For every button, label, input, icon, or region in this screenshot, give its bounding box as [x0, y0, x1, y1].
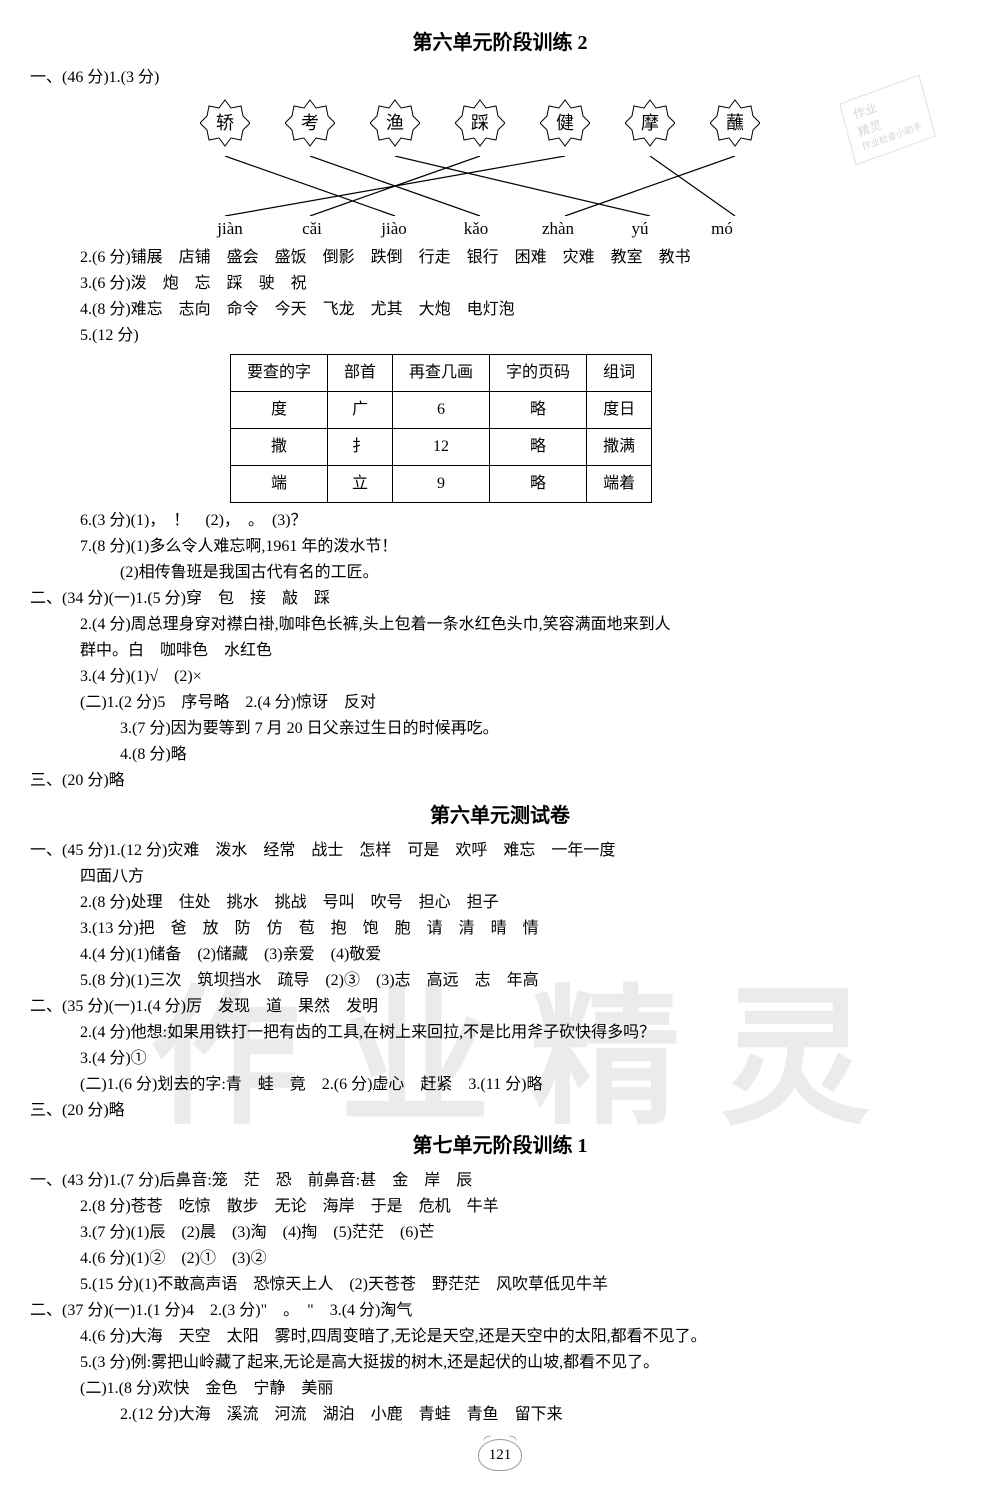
table-cell: 立 — [328, 465, 393, 502]
s1-header: 一、(46 分)1.(3 分) — [30, 66, 970, 90]
section1-title: 第六单元阶段训练 2 — [30, 28, 970, 58]
pinyin-label: zhàn — [533, 216, 583, 242]
s3-p2-b1: (二)1.(8 分)欢快 金色 宁静 美丽 — [30, 1377, 970, 1401]
s2-p3: 三、(20 分)略 — [30, 1099, 970, 1123]
s2-p2-3: 3.(4 分)① — [30, 1047, 970, 1071]
pinyin-label: yú — [615, 216, 665, 242]
star-node: 渔 — [370, 98, 420, 148]
table-cell: 9 — [393, 465, 490, 502]
s1-p2-b4: 4.(8 分)略 — [30, 743, 970, 767]
s2-p1-2: 2.(8 分)处理 住处 挑水 挑战 号叫 吹号 担心 担子 — [30, 891, 970, 915]
section2-title: 第六单元测试卷 — [30, 801, 970, 831]
s1-p2-b3: 3.(7 分)因为要等到 7 月 20 日父亲过生日的时候再吃。 — [30, 717, 970, 741]
table-cell: 端 — [231, 465, 328, 502]
s1-l5: 5.(12 分) — [30, 324, 970, 348]
s1-p2-3: 3.(4 分)(1)√ (2)× — [30, 665, 970, 689]
table-cell: 略 — [490, 465, 587, 502]
star-node: 健 — [540, 98, 590, 148]
pinyin-label: mó — [697, 216, 747, 242]
table-cell: 端着 — [587, 465, 652, 502]
s2-p1-3: 3.(13 分)把 爸 放 防 仿 苞 抱 饱 胞 请 清 晴 情 — [30, 917, 970, 941]
table-cell: 略 — [490, 428, 587, 465]
table-header: 再查几画 — [393, 354, 490, 391]
s3-p2-b2: 2.(12 分)大海 溪流 河流 湖泊 小鹿 青蛙 青鱼 留下来 — [30, 1403, 970, 1427]
s1-p2-header: 二、(34 分)(一)1.(5 分)穿 包 接 敲 踩 — [30, 587, 970, 611]
pinyin-label: jiào — [369, 216, 419, 242]
pinyin-row: jiàn cǎi jiào kǎo zhàn yú mó — [30, 216, 970, 242]
pinyin-label: kǎo — [451, 216, 501, 242]
s2-p2-b: (二)1.(6 分)划去的字:青 蛙 竟 2.(6 分)虚心 赶紧 3.(11 … — [30, 1073, 970, 1097]
s1-p2-2a: 2.(4 分)周总理身穿对襟白褂,咖啡色长裤,头上包着一条水红色头巾,笑容满面地… — [30, 613, 970, 637]
s3-p2-5: 5.(3 分)例:雾把山岭藏了起来,无论是高大挺拔的树木,还是起伏的山坡,都看不… — [30, 1351, 970, 1375]
s1-p2-b1: (二)1.(2 分)5 序号略 2.(4 分)惊讶 反对 — [30, 691, 970, 715]
pinyin-label: cǎi — [287, 216, 337, 242]
s1-l7b: (2)相传鲁班是我国古代有名的工匠。 — [30, 561, 970, 585]
s1-l2: 2.(6 分)铺展 店铺 盛会 盛饭 倒影 跌倒 行走 银行 困难 灾难 教室 … — [30, 246, 970, 270]
s2-p2-2: 2.(4 分)他想:如果用铁打一把有齿的工具,在树上来回拉,不是比用斧子砍快得多… — [30, 1021, 970, 1045]
star-node: 考 — [285, 98, 335, 148]
table-header: 字的页码 — [490, 354, 587, 391]
star-node: 摩 — [625, 98, 675, 148]
s1-l7a: 7.(8 分)(1)多么令人难忘啊,1961 年的泼水节！ — [30, 535, 970, 559]
lookup-table: 要查的字部首再查几画字的页码组词度广6略度日撒扌12略撒满端立9略端着 — [230, 354, 652, 503]
s2-p1-5: 5.(8 分)(1)三次 筑坝挡水 疏导 (2)③ (3)志 高远 志 年高 — [30, 969, 970, 993]
table-cell: 度 — [231, 391, 328, 428]
table-cell: 略 — [490, 391, 587, 428]
table-cell: 扌 — [328, 428, 393, 465]
s1-l3: 3.(6 分)泼 炮 忘 踩 驶 祝 — [30, 272, 970, 296]
table-cell: 撒 — [231, 428, 328, 465]
table-cell: 度日 — [587, 391, 652, 428]
s2-p2-1: 二、(35 分)(一)1.(4 分)厉 发现 道 果然 发明 — [30, 995, 970, 1019]
s3-p1-3: 3.(7 分)(1)辰 (2)晨 (3)淘 (4)掏 (5)茫茫 (6)芒 — [30, 1221, 970, 1245]
s3-p1-4: 4.(6 分)(1)② (2)① (3)② — [30, 1247, 970, 1271]
table-row: 端立9略端着 — [231, 465, 652, 502]
star-row: 轿考渔踩健摩蘸 — [30, 98, 970, 148]
pinyin-label: jiàn — [205, 216, 255, 242]
s2-p1-1a: 一、(45 分)1.(12 分)灾难 泼水 经常 战士 怎样 可是 欢呼 难忘 … — [30, 839, 970, 863]
matching-diagram — [200, 156, 795, 216]
s3-p1-1: 一、(43 分)1.(7 分)后鼻音:笼 茫 恐 前鼻音:甚 金 岸 辰 — [30, 1169, 970, 1193]
s1-l4: 4.(8 分)难忘 志向 命令 今天 飞龙 尤其 大炮 电灯泡 — [30, 298, 970, 322]
table-row: 撒扌12略撒满 — [231, 428, 652, 465]
star-node: 轿 — [200, 98, 250, 148]
s3-p1-2: 2.(8 分)苍苍 吃惊 散步 无论 海岸 于是 危机 牛羊 — [30, 1195, 970, 1219]
table-cell: 6 — [393, 391, 490, 428]
watermark-stamp: 作业 精灵 作业检查小助手 — [838, 78, 937, 161]
page-number-wrap: 121 — [30, 1439, 970, 1472]
table-header: 组词 — [587, 354, 652, 391]
section3-title: 第七单元阶段训练 1 — [30, 1131, 970, 1161]
table-cell: 撒满 — [587, 428, 652, 465]
star-node: 蘸 — [710, 98, 760, 148]
table-header: 要查的字 — [231, 354, 328, 391]
table-header: 部首 — [328, 354, 393, 391]
s3-p2-4: 4.(6 分)大海 天空 太阳 雾时,四周变暗了,无论是天空,还是天空中的太阳,… — [30, 1325, 970, 1349]
s1-l6: 6.(3 分)(1)， ！ (2)， 。 (3)？ — [30, 509, 970, 533]
star-node: 踩 — [455, 98, 505, 148]
s3-p1-5: 5.(15 分)(1)不敢高声语 恐惊天上人 (2)天苍苍 野茫茫 风吹草低见牛… — [30, 1273, 970, 1297]
table-row: 度广6略度日 — [231, 391, 652, 428]
s1-p2-2b: 群中。白 咖啡色 水红色 — [30, 639, 970, 663]
s2-p1-1b: 四面八方 — [30, 865, 970, 889]
table-cell: 广 — [328, 391, 393, 428]
table-cell: 12 — [393, 428, 490, 465]
s2-p1-4: 4.(4 分)(1)储备 (2)储藏 (3)亲爱 (4)敬爱 — [30, 943, 970, 967]
s1-p3: 三、(20 分)略 — [30, 769, 970, 793]
s3-p2-1: 二、(37 分)(一)1.(1 分)4 2.(3 分)" 。 " 3.(4 分)… — [30, 1299, 970, 1323]
page-number: 121 — [478, 1439, 523, 1472]
